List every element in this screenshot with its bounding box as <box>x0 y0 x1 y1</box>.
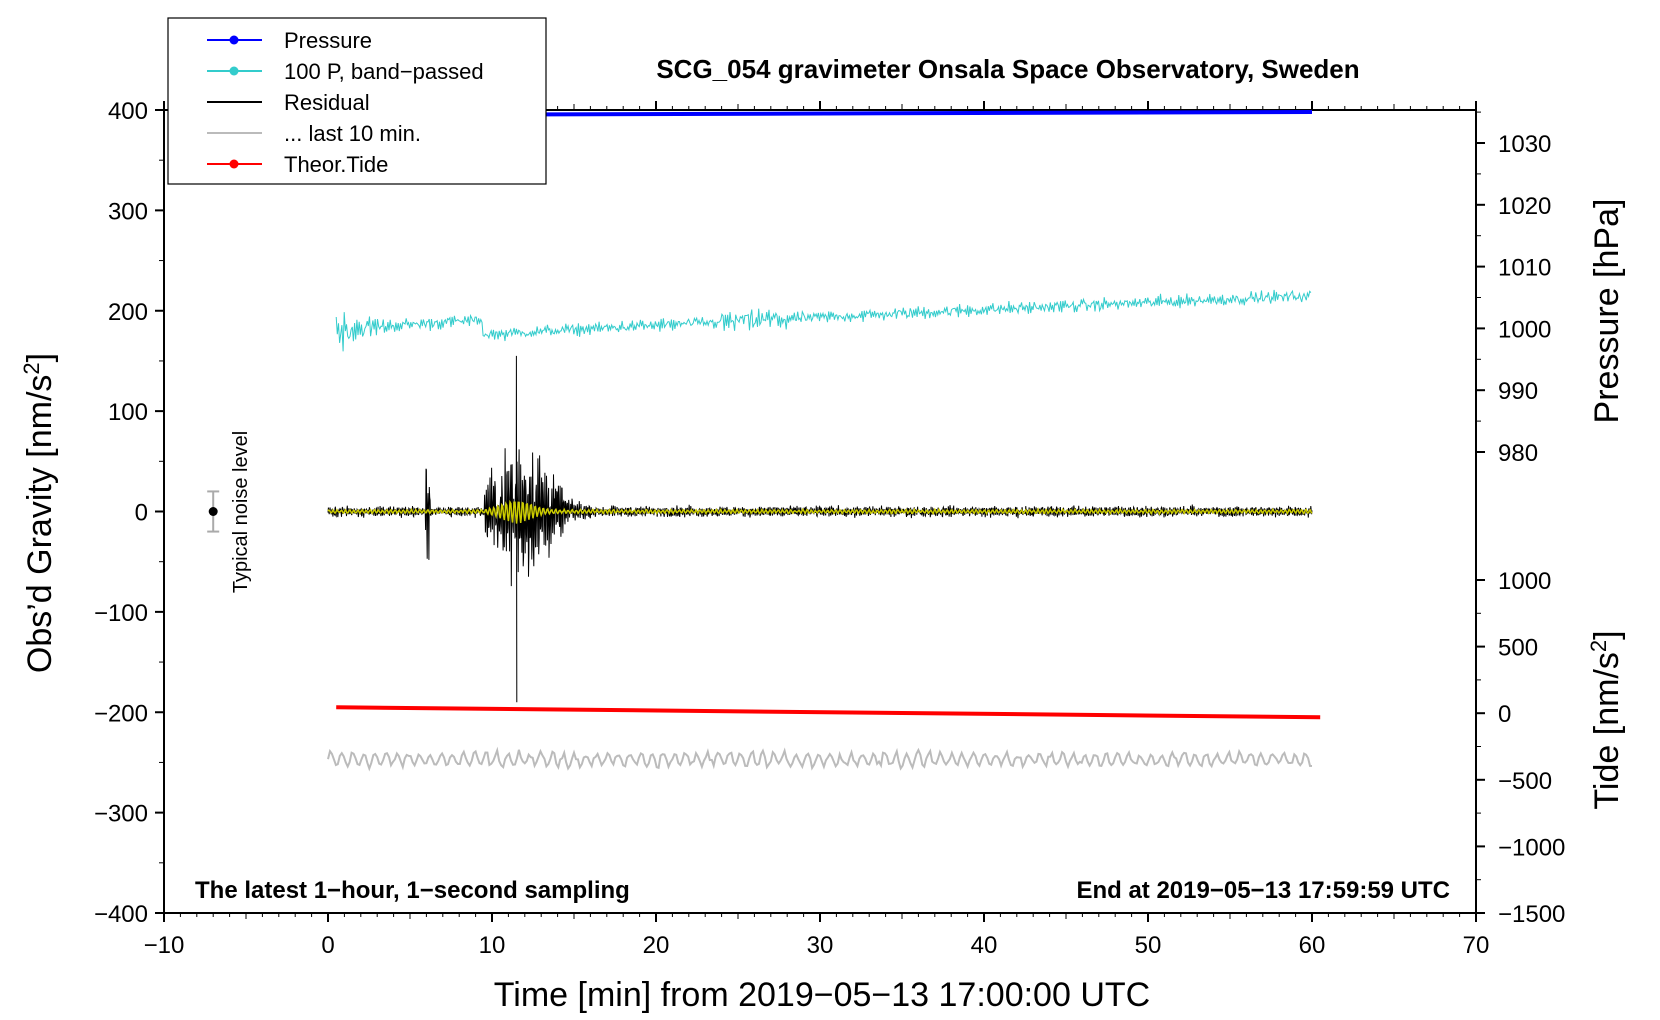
legend-marker <box>229 35 239 45</box>
y-axis-label-pressure: Pressure [hPa] <box>1588 199 1626 424</box>
series-100p-bandpassed <box>335 289 1312 352</box>
pressure-tick-label: 1000 <box>1498 316 1551 343</box>
tide-axis-ticks: −1500 −1000 −500 0 500 1000 <box>1476 568 1565 928</box>
x-tick-label: −10 <box>144 932 185 959</box>
legend: Pressure 100 P, band−passed Residual ... la… <box>167 17 547 185</box>
legend-label: Pressure <box>284 28 372 53</box>
y-axis-ticks: −400 −300 −200 −100 0 100 200 300 400 <box>94 98 164 928</box>
y-tick-label: 400 <box>108 98 148 125</box>
series-residual <box>327 355 1313 703</box>
series-residual-filtered <box>327 499 1313 524</box>
legend-marker <box>229 159 239 169</box>
residual-filtered-line <box>327 499 1313 524</box>
tide-tick-label: 1000 <box>1498 568 1551 595</box>
x-tick-label: 30 <box>807 932 834 959</box>
legend-label: 100 P, band−passed <box>284 59 484 84</box>
pressure-tick-label: 980 <box>1498 440 1538 467</box>
pressure-axis-ticks: 980 990 1000 1010 1020 1030 <box>1476 111 1551 467</box>
x-tick-label: 50 <box>1135 932 1162 959</box>
tide-tick-label: −1500 <box>1498 901 1565 928</box>
tide-tick-label: −500 <box>1498 768 1552 795</box>
annotation-sampling: The latest 1−hour, 1−second sampling <box>195 877 630 904</box>
y-tick-label: −300 <box>94 801 148 828</box>
x-tick-label: 60 <box>1299 932 1326 959</box>
typical-noise-bar <box>207 490 220 533</box>
bandpassed-pressure-line <box>335 289 1312 352</box>
tide-tick-label: 0 <box>1498 701 1511 728</box>
x-tick-label: 20 <box>643 932 670 959</box>
y-tick-label: 300 <box>108 198 148 225</box>
tide-line <box>336 705 1321 720</box>
series-last-10-min <box>327 746 1313 772</box>
x-tick-label: 10 <box>479 932 506 959</box>
y-axis-label-tide: Tide [nm/s2] <box>1586 630 1626 809</box>
y-tick-label: −200 <box>94 700 148 727</box>
y-tick-label: −100 <box>94 600 148 627</box>
y-tick-label: 200 <box>108 299 148 326</box>
pressure-tick-label: 1020 <box>1498 193 1551 220</box>
legend-label: Theor.Tide <box>284 152 388 177</box>
x-tick-label: 0 <box>321 932 334 959</box>
noise-bar-dot <box>208 507 218 516</box>
last-10-min-line <box>327 746 1313 772</box>
x-tick-label: 40 <box>971 932 998 959</box>
x-tick-label: 70 <box>1463 932 1490 959</box>
pressure-tick-label: 990 <box>1498 378 1538 405</box>
x-axis-ticks: −10 0 10 20 30 40 50 60 70 <box>144 101 1490 959</box>
series-theor-tide <box>336 705 1321 720</box>
chart-title: SCG_054 gravimeter Onsala Space Observat… <box>656 54 1359 84</box>
pressure-tick-label: 1010 <box>1498 255 1551 282</box>
x-axis-label: Time [min] from 2019−05−13 17:00:00 UTC <box>494 976 1150 1014</box>
noise-label: Typical noise level <box>230 431 252 593</box>
y-tick-label: −400 <box>94 901 148 928</box>
legend-label: ... last 10 min. <box>284 121 421 146</box>
pressure-tick-label: 1030 <box>1498 131 1551 158</box>
tide-tick-label: 500 <box>1498 635 1538 662</box>
y-axis-label-left: Obs’d Gravity [nm/s2] <box>19 353 59 673</box>
y-tick-label: 100 <box>108 399 148 426</box>
annotation-end-time: End at 2019−05−13 17:59:59 UTC <box>1076 877 1450 904</box>
tide-tick-label: −1000 <box>1498 834 1565 861</box>
y-tick-label: 0 <box>135 500 148 527</box>
legend-marker <box>229 66 239 76</box>
residual-line <box>327 355 1313 703</box>
legend-label: Residual <box>284 90 370 115</box>
